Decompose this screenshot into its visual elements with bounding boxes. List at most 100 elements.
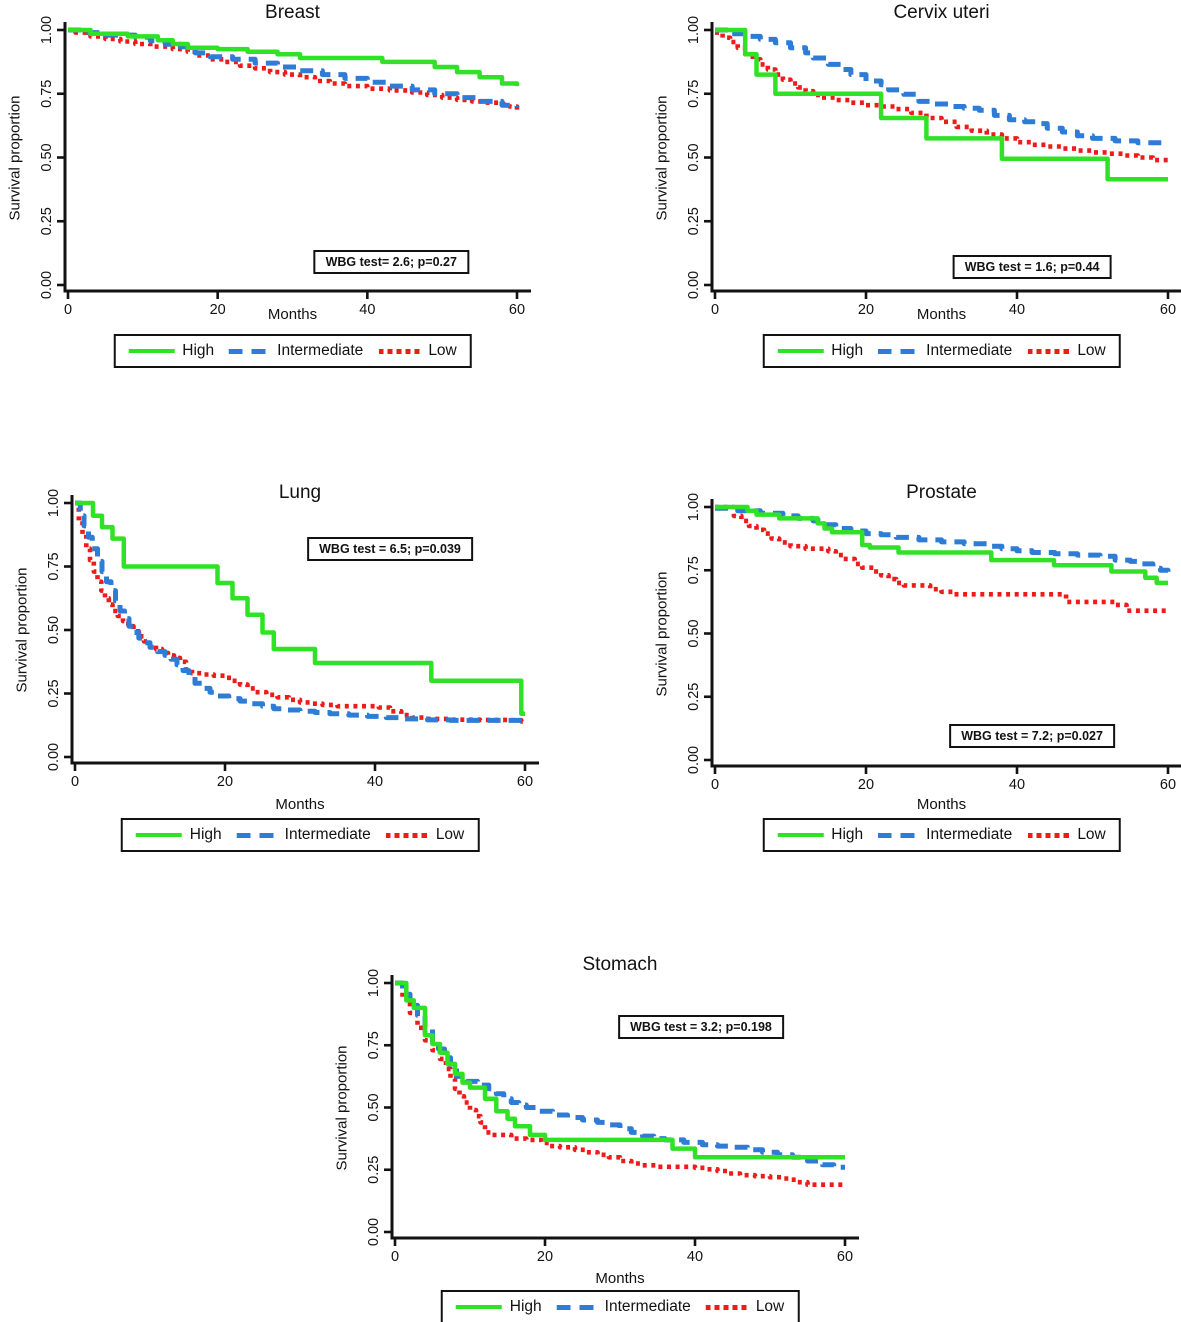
x-axis-label: Months — [916, 306, 967, 323]
legend-label-high: High — [189, 826, 222, 843]
x-tick-label: 60 — [837, 1249, 853, 1265]
x-tick-label: 40 — [367, 774, 383, 790]
panel-stomach: Stomach Survival proportion 0 20 40 60 0.00 0… — [295, 940, 885, 1322]
panel-title: Breast — [265, 2, 320, 23]
y-tick-label: 0.50 — [39, 143, 55, 171]
legend-label-low: Low — [435, 826, 465, 843]
panel-title: Prostate — [906, 482, 977, 503]
survival-plot: 0 20 40 60 0.00 0.25 0.50 0.75 1.00 — [366, 969, 859, 1265]
legend-label-low: Low — [1077, 342, 1106, 359]
y-tick-label: 0.75 — [46, 552, 62, 580]
legend: High Intermediate Low — [113, 334, 472, 368]
x-tick-label: 0 — [711, 302, 719, 318]
y-tick-label: 0.75 — [686, 556, 702, 584]
x-tick-label: 20 — [537, 1249, 553, 1265]
y-tick-label: 0.25 — [686, 207, 702, 235]
survival-curve-low — [715, 504, 1168, 613]
survival-curve-low — [75, 500, 528, 724]
legend-label-intermediate: Intermediate — [277, 342, 364, 359]
x-tick-label: 40 — [687, 1249, 703, 1265]
x-tick-label: 20 — [210, 302, 226, 318]
legend-label-low: Low — [428, 342, 457, 359]
high-line-sample — [777, 348, 824, 354]
y-tick-label: 1.00 — [366, 969, 382, 997]
x-axis-label: Months — [916, 796, 967, 813]
low-line-sample — [385, 832, 428, 838]
intermediate-line-sample — [556, 1304, 597, 1310]
high-line-sample — [135, 832, 182, 838]
survival-curve-low — [68, 27, 520, 112]
y-tick-label: 0.25 — [39, 207, 55, 235]
panel-title: Lung — [278, 482, 322, 503]
y-tick-label: 1.00 — [686, 16, 702, 44]
wbg-test-box: WBG test = 6.5; p=0.039 — [307, 536, 473, 561]
high-line-sample — [455, 1304, 502, 1310]
x-tick-label: 0 — [64, 302, 72, 318]
intermediate-line-sample — [878, 832, 919, 838]
x-tick-label: 60 — [517, 774, 533, 790]
legend-item-high: High — [777, 826, 863, 844]
legend-label-high: High — [831, 826, 864, 843]
wbg-test-box: WBG test = 1.6; p=0.44 — [952, 255, 1112, 280]
low-line-sample — [1027, 832, 1070, 838]
wbg-test-box: WBG test= 2.6; p=0.27 — [313, 250, 469, 275]
legend: High Intermediate Low — [120, 818, 480, 852]
legend-item-intermediate: Intermediate — [229, 342, 363, 360]
legend-label-high: High — [182, 342, 215, 359]
legend-item-low: Low — [378, 342, 457, 360]
survival-curve-high — [68, 27, 520, 87]
x-axis-label: Months — [267, 306, 318, 323]
x-tick-label: 20 — [858, 777, 874, 793]
survival-curve-low — [395, 980, 848, 1187]
y-tick-label: 0.25 — [366, 1156, 382, 1184]
survival-curve-intermediate — [715, 27, 1171, 146]
survival-plot: 0 20 40 60 0.00 0.25 0.50 0.75 1.00 — [39, 16, 531, 318]
legend-item-low: Low — [1027, 826, 1106, 844]
legend-item-low: Low — [705, 1298, 784, 1316]
legend-label-high: High — [831, 342, 864, 359]
high-line-sample — [777, 832, 824, 838]
intermediate-line-sample — [878, 348, 919, 354]
legend-label-intermediate: Intermediate — [284, 826, 371, 843]
panel-prostate: Prostate Survival proportion 0 20 40 60 0.00… — [590, 470, 1181, 860]
panel-cervix-uteri: Cervix uteri Survival proportion 0 20 40 60… — [590, 0, 1181, 380]
x-tick-label: 40 — [1009, 302, 1025, 318]
x-tick-label: 60 — [1160, 777, 1176, 793]
legend-item-high: High — [135, 826, 222, 844]
low-line-sample — [705, 1304, 748, 1310]
survival-plot: 0 20 40 60 0.00 0.25 0.50 0.75 1.00 — [686, 493, 1181, 793]
y-tick-label: 0.00 — [39, 271, 55, 299]
y-tick-label: 0.00 — [366, 1218, 382, 1246]
legend-item-intermediate: Intermediate — [878, 342, 1012, 360]
panel-breast: Breast Survival proportion 0 20 40 60 0.00 0.… — [0, 0, 590, 380]
x-tick-label: 0 — [711, 777, 719, 793]
legend-label-intermediate: Intermediate — [926, 342, 1013, 359]
survival-curve-high — [395, 980, 845, 1160]
legend-item-intermediate: Intermediate — [878, 826, 1012, 844]
y-tick-label: 0.00 — [686, 271, 702, 299]
y-tick-label: 0.00 — [686, 746, 702, 774]
legend-label-high: High — [509, 1298, 542, 1315]
x-tick-label: 60 — [1160, 302, 1176, 318]
x-axis-label: Months — [595, 1270, 645, 1287]
legend-label-intermediate: Intermediate — [926, 826, 1013, 843]
legend-item-high: High — [128, 342, 214, 360]
x-tick-label: 20 — [217, 774, 233, 790]
survival-curve-low — [715, 30, 1171, 164]
legend-label-low: Low — [1077, 826, 1106, 843]
y-tick-label: 1.00 — [39, 16, 55, 44]
legend-item-high: High — [455, 1298, 542, 1316]
x-tick-label: 0 — [391, 1249, 399, 1265]
panel-title: Stomach — [582, 954, 658, 975]
legend: High Intermediate Low — [440, 1290, 800, 1322]
y-tick-label: 0.00 — [46, 743, 62, 771]
x-tick-label: 60 — [509, 302, 525, 318]
wbg-test-box: WBG test = 7.2; p=0.027 — [949, 723, 1115, 748]
y-tick-label: 0.25 — [686, 683, 702, 711]
y-tick-label: 1.00 — [686, 493, 702, 521]
y-tick-label: 0.50 — [686, 143, 702, 171]
x-axis-label: Months — [275, 796, 325, 813]
y-tick-label: 0.75 — [39, 80, 55, 108]
legend: High Intermediate Low — [762, 334, 1121, 368]
